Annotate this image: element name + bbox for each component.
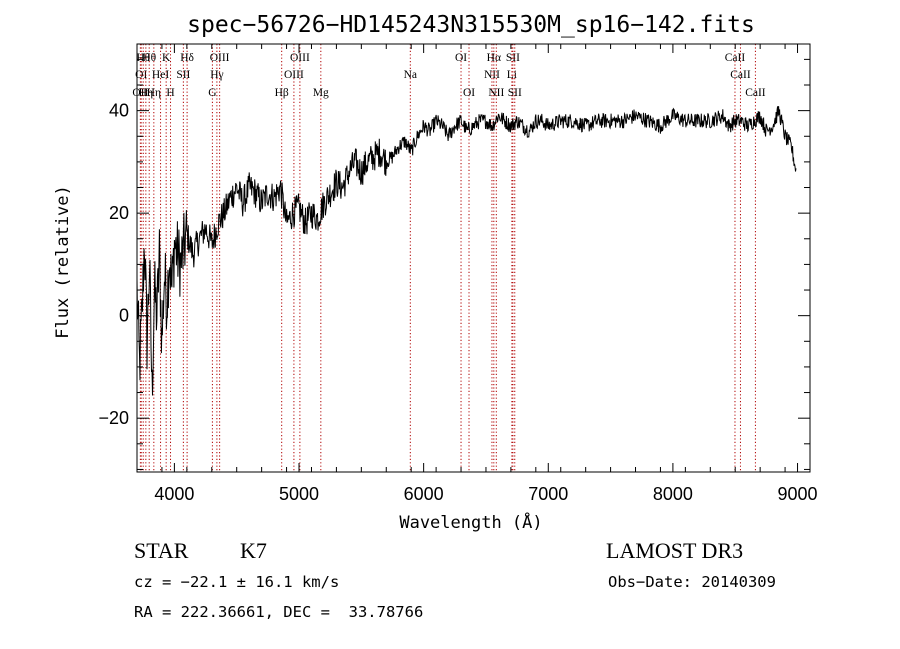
coordinates: RA = 222.36661, DEC = 33.78766 xyxy=(134,603,424,621)
spectral-line-label: OIII xyxy=(210,52,230,64)
spectral-line-label: OII xyxy=(132,87,148,99)
object-subclass: K7 xyxy=(240,538,267,563)
spectral-line-label: HeI xyxy=(152,69,169,81)
spectral-line-label: OI xyxy=(455,52,467,64)
spectral-line-label: SII xyxy=(176,69,190,81)
spectral-line-label: OIII xyxy=(284,69,304,81)
spectral-line-label: Na xyxy=(404,69,417,81)
survey-name: LAMOST DR3 xyxy=(606,538,744,563)
x-tick-label: 8000 xyxy=(653,484,693,504)
observation-date: Obs−Date: 20140309 xyxy=(608,573,776,591)
x-tick-label: 9000 xyxy=(778,484,818,504)
y-tick-label: −20 xyxy=(98,408,129,428)
spectral-line-label: G xyxy=(208,87,216,99)
spectral-line-label: CaII xyxy=(730,69,751,81)
y-tick-label: 0 xyxy=(119,306,129,326)
plot-frame xyxy=(136,43,811,473)
spectrum-line xyxy=(136,106,797,396)
y-tick-label: 40 xyxy=(109,101,129,121)
spectral-line-label: CaII xyxy=(745,87,766,99)
axis-ticks: 4000 5000 6000 7000 8000 9000 −20 0 20 40 xyxy=(98,44,818,504)
y-tick-label: 20 xyxy=(109,203,129,223)
spectral-line-label: Li xyxy=(507,69,517,81)
y-axis-label: Flux (relative) xyxy=(53,185,73,339)
spectral-line-label: Hβ xyxy=(275,87,289,99)
x-axis-label: Wavelength (Å) xyxy=(399,511,542,533)
spectral-line-label: Hδ xyxy=(180,52,194,64)
x-tick-label: 4000 xyxy=(154,484,194,504)
series-layer xyxy=(136,106,797,396)
spectral-line-label: Hθ xyxy=(142,52,156,64)
chart-title: spec−56726−HD145243N315530M_sp16−142.fit… xyxy=(187,12,755,38)
spectral-line-label: OI xyxy=(463,87,475,99)
spectral-line-label: Hα xyxy=(487,52,501,64)
x-tick-label: 7000 xyxy=(528,484,568,504)
spectral-line-label: CaII xyxy=(725,52,746,64)
spectral-line-label: NII xyxy=(484,69,500,81)
spectral-line-label: SII xyxy=(506,52,520,64)
spectral-line-label: Mg xyxy=(313,87,329,99)
spectral-lines: OIIOIHθHηHθHηHeIKHSIIHδGHγOIIIHβOIIIOIII… xyxy=(132,44,766,472)
spectral-line-label: H xyxy=(166,87,174,99)
spectral-line-label: NII xyxy=(488,87,504,99)
x-tick-label: 6000 xyxy=(404,484,444,504)
spectral-line-label: OI xyxy=(135,69,147,81)
x-tick-label: 5000 xyxy=(279,484,319,504)
spectral-line-label: K xyxy=(162,52,171,64)
object-class: STAR xyxy=(134,538,189,563)
spectral-line-label: OIII xyxy=(290,52,310,64)
spectral-line-label: SII xyxy=(508,87,522,99)
spectral-line-label: Hη xyxy=(147,87,161,99)
spectral-line-label: Hθ xyxy=(136,52,150,64)
spectral-line-label: Hγ xyxy=(210,69,223,81)
redshift-velocity: cz = −22.1 ± 16.1 km/s xyxy=(134,573,340,591)
